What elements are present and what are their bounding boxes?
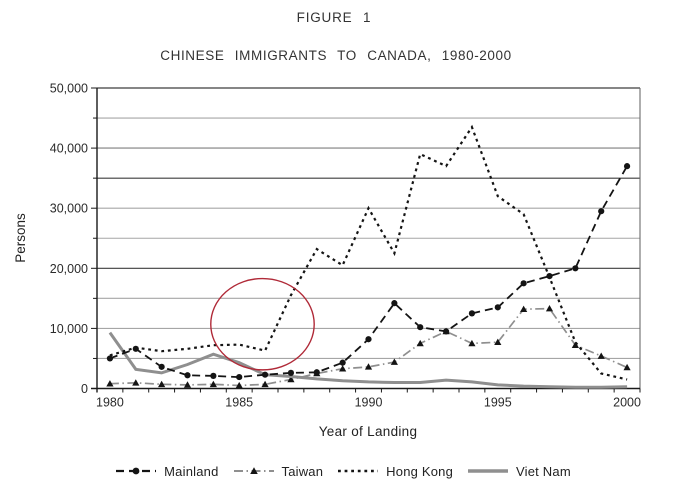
series-marker-circle [520, 280, 527, 287]
chart-title: CHINESE IMMIGRANTS TO CANADA, 1980-2000 [160, 48, 512, 63]
series-marker-triangle [520, 305, 528, 312]
legend-item-mainland: Mainland [114, 464, 218, 479]
y-tick-label: 40,000 [50, 142, 88, 156]
series-marker-triangle [261, 380, 269, 388]
series-marker-triangle [364, 363, 373, 370]
series-marker-triangle [132, 379, 140, 386]
legend-marker-solid [468, 469, 509, 473]
legend-label: Mainland [164, 463, 219, 479]
series-marker-triangle [623, 363, 631, 371]
series-marker-circle [494, 304, 501, 311]
series-marker-triangle [158, 380, 166, 388]
x-tick-label: 1985 [225, 396, 253, 410]
annotation-ellipse [210, 277, 315, 371]
series-marker-circle [158, 363, 165, 370]
series-marker-circle [236, 373, 243, 381]
series-marker-triangle [390, 358, 398, 365]
series-marker-triangle [545, 304, 554, 312]
series-marker-circle [365, 336, 372, 343]
x-axis-title: Year of Landing [318, 424, 418, 439]
series-marker-triangle [209, 380, 217, 388]
series-marker-circle [184, 372, 191, 379]
series-marker-circle [261, 371, 269, 378]
series-marker-circle [391, 300, 398, 307]
legend-item-viet-nam: Viet Nam [466, 464, 571, 479]
series-marker-circle [106, 355, 114, 362]
legend-marker-dashed [116, 467, 157, 475]
series-marker-circle [313, 369, 320, 376]
series-marker-circle [287, 369, 295, 376]
y-tick-label: 10,000 [50, 322, 88, 336]
series-marker-triangle [468, 339, 476, 347]
series-marker-circle [572, 265, 579, 272]
series-marker-triangle [106, 380, 114, 387]
series-marker-circle [468, 310, 476, 317]
series-line-taiwan [109, 307, 628, 387]
legend-label: Hong Kong [386, 463, 454, 479]
series-marker-triangle [416, 339, 424, 347]
series-marker-triangle [235, 381, 243, 389]
series-line-viet-nam [108, 331, 628, 389]
series-marker-triangle [339, 365, 347, 372]
series-marker-circle [598, 208, 605, 215]
legend-label: Taiwan [281, 463, 324, 479]
y-tick-label: 50,000 [50, 82, 88, 96]
series-marker-circle [339, 359, 346, 366]
x-tick-label: 2000 [613, 396, 641, 410]
series-marker-circle [210, 372, 217, 379]
series-marker-triangle [287, 375, 295, 383]
series-marker-circle [417, 324, 424, 331]
series-line-hong-kong [109, 124, 628, 381]
legend-label: Viet Nam [516, 463, 571, 479]
series-marker-triangle [494, 338, 502, 346]
legend-item-taiwan: Taiwan [232, 464, 324, 479]
y-tick-label: 30,000 [50, 202, 88, 216]
series-marker-circle [132, 345, 139, 352]
chart-canvas: 0 10,000 20,000 30,000 40,000 50,000 1980 1985 1… [50, 82, 641, 410]
y-axis-title: Persons [13, 213, 28, 263]
x-tick-label: 1980 [96, 396, 124, 410]
series-marker-circle [623, 163, 631, 170]
x-tick-label: 1995 [484, 396, 512, 410]
y-tick-label: 0 [81, 382, 88, 396]
chart-legend: Mainland Taiwan Hong Kong Viet Nam [0, 458, 685, 484]
legend-marker-dashdot [233, 467, 274, 474]
legend-marker-dotted [338, 469, 379, 473]
series-marker-circle [442, 328, 450, 335]
x-tick-label: 1990 [355, 396, 383, 410]
legend-item-hong-kong: Hong Kong [336, 464, 453, 479]
series-marker-triangle [571, 341, 579, 349]
figure-number-title: FIGURE 1 [296, 10, 372, 25]
series-marker-triangle [597, 352, 605, 359]
series-marker-triangle [183, 381, 192, 388]
series-marker-circle [546, 273, 553, 280]
y-tick-label: 20,000 [50, 262, 88, 276]
series-line-mainland [109, 165, 628, 379]
